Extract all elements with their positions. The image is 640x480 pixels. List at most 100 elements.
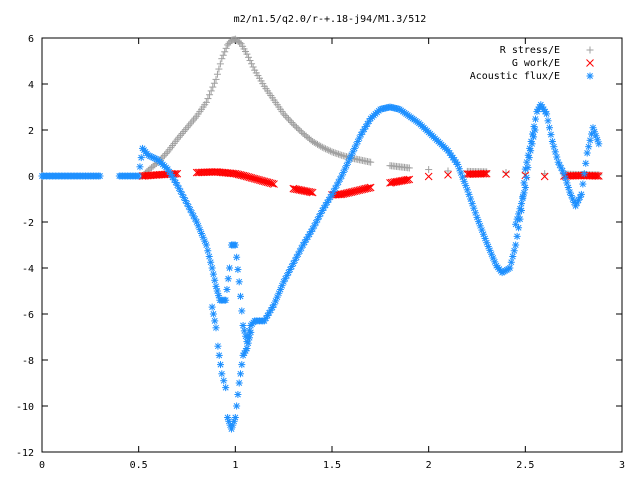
data-point	[286, 117, 294, 125]
data-point	[281, 112, 289, 120]
y-tick-label: -2	[22, 218, 34, 229]
data-point	[548, 138, 556, 145]
data-point	[231, 414, 239, 421]
data-point	[288, 119, 296, 127]
data-point	[186, 120, 194, 128]
data-point	[294, 185, 303, 194]
data-point	[305, 188, 314, 196]
data-point	[509, 253, 517, 260]
data-point	[297, 186, 306, 195]
x-tick-label: 1	[232, 460, 238, 471]
data-point	[181, 126, 189, 134]
data-point	[405, 164, 413, 172]
data-point	[513, 215, 521, 223]
data-point	[595, 140, 603, 148]
data-point	[246, 334, 254, 342]
data-point	[294, 125, 302, 133]
data-point	[205, 253, 213, 260]
data-point	[292, 185, 301, 194]
data-point	[551, 148, 559, 156]
data-point	[289, 184, 298, 193]
data-point	[559, 167, 567, 175]
data-point	[506, 264, 514, 272]
data-point	[211, 317, 219, 325]
data-point	[296, 126, 304, 134]
data-point	[135, 172, 143, 180]
data-point	[594, 172, 603, 180]
data-point	[247, 328, 255, 336]
data-point	[206, 91, 214, 99]
plot-frame	[41, 37, 623, 453]
data-point	[236, 370, 244, 378]
data-point	[280, 110, 288, 118]
data-point	[204, 247, 212, 255]
data-point	[554, 158, 562, 166]
data-point	[307, 188, 315, 197]
data-point	[580, 170, 588, 178]
data-point	[564, 184, 572, 191]
data-point	[513, 232, 521, 240]
data-point	[244, 53, 252, 61]
data-marks	[38, 35, 603, 433]
data-point	[520, 189, 528, 197]
data-point	[234, 391, 242, 398]
data-point	[234, 266, 242, 274]
data-point	[314, 216, 321, 224]
data-point	[162, 150, 170, 158]
data-point	[521, 184, 529, 191]
data-point	[308, 188, 317, 197]
y-tick-label: 4	[28, 80, 34, 91]
data-point	[207, 258, 215, 266]
y-tick-label: -6	[22, 310, 34, 321]
data-point	[322, 145, 330, 153]
data-point	[297, 128, 305, 136]
data-point	[212, 75, 220, 83]
data-point	[517, 200, 525, 208]
data-point	[213, 70, 221, 78]
data-point	[527, 147, 535, 155]
data-point	[201, 237, 209, 245]
data-point	[510, 247, 518, 255]
data-point	[216, 60, 224, 68]
data-point	[330, 148, 338, 156]
data-point	[317, 210, 325, 218]
data-point	[191, 114, 199, 122]
data-point	[482, 169, 491, 178]
data-point	[214, 342, 222, 350]
data-point	[515, 210, 523, 218]
data-point	[289, 259, 297, 267]
legend-marker	[586, 59, 594, 67]
data-point	[207, 87, 215, 95]
data-point	[209, 270, 217, 278]
data-point	[188, 118, 196, 126]
data-point	[183, 124, 191, 132]
data-point	[204, 95, 212, 103]
data-point	[540, 172, 549, 181]
y-tick-label: 0	[28, 172, 34, 183]
data-point	[215, 65, 223, 73]
data-point	[591, 172, 600, 180]
y-tick-label: 6	[28, 34, 34, 45]
data-point	[531, 115, 539, 123]
data-point	[367, 158, 375, 166]
data-point	[523, 174, 531, 182]
data-point	[525, 154, 533, 162]
data-point	[233, 253, 241, 261]
data-point	[351, 144, 359, 152]
data-point	[96, 172, 104, 180]
data-point	[238, 361, 246, 369]
data-point	[512, 220, 520, 228]
legend-label: R stress/E	[500, 45, 560, 56]
x-tick-label: 0	[39, 460, 45, 471]
data-point	[333, 150, 341, 158]
data-point	[270, 180, 278, 188]
data-point	[579, 180, 587, 188]
data-point	[334, 150, 342, 158]
data-point	[248, 60, 256, 68]
data-point	[159, 153, 167, 161]
data-point	[585, 143, 593, 151]
data-point	[175, 133, 183, 141]
data-point	[481, 169, 489, 178]
data-point	[320, 144, 328, 152]
data-point	[365, 184, 373, 192]
